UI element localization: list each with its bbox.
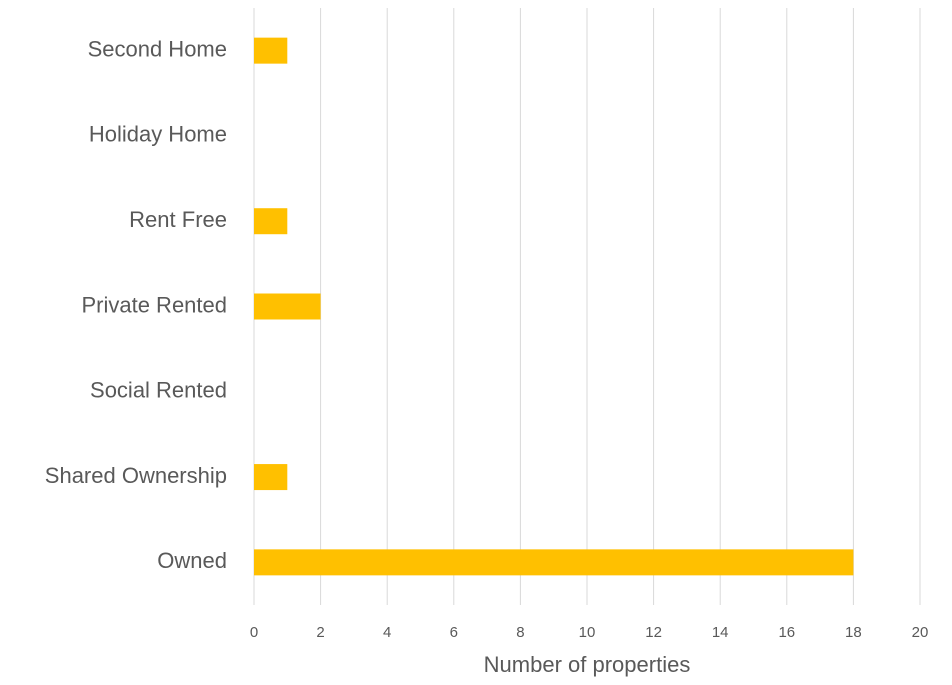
y-tick-label: Holiday Home bbox=[89, 122, 227, 147]
x-tick-label: 4 bbox=[383, 624, 391, 641]
x-tick-label: 0 bbox=[250, 624, 258, 641]
x-tick-label: 18 bbox=[845, 624, 862, 641]
bar bbox=[254, 37, 288, 64]
bar bbox=[254, 293, 321, 320]
y-tick-label: Owned bbox=[157, 548, 227, 573]
x-tick-label: 14 bbox=[712, 624, 729, 641]
x-tick-label: 8 bbox=[516, 624, 524, 641]
y-tick-label: Shared Ownership bbox=[45, 463, 227, 488]
x-tick-label: 10 bbox=[579, 624, 596, 641]
x-tick-label: 20 bbox=[912, 624, 929, 641]
bar bbox=[254, 208, 288, 235]
x-tick-label: 6 bbox=[450, 624, 458, 641]
bar bbox=[254, 464, 288, 491]
x-tick-label: 16 bbox=[778, 624, 795, 641]
y-tick-label: Social Rented bbox=[90, 378, 227, 403]
x-axis-label: Number of properties bbox=[484, 652, 691, 677]
y-tick-label: Rent Free bbox=[129, 207, 227, 232]
y-tick-label: Private Rented bbox=[81, 292, 227, 317]
y-tick-label: Second Home bbox=[88, 36, 227, 61]
bar bbox=[254, 549, 854, 576]
x-tick-label: 2 bbox=[316, 624, 324, 641]
x-tick-label: 12 bbox=[645, 624, 662, 641]
